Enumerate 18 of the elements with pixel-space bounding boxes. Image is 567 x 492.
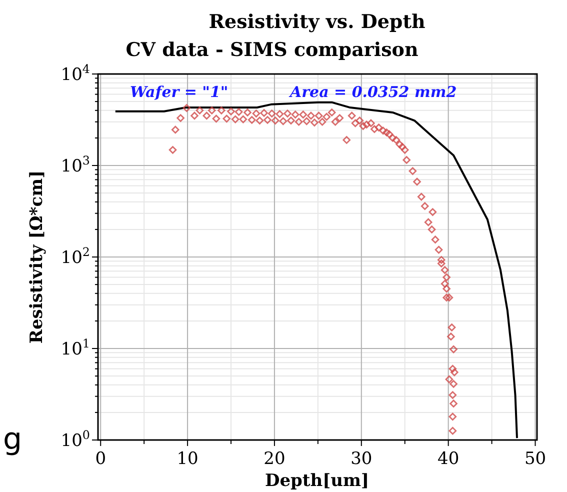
annotation: Wafer = "1": [130, 83, 228, 101]
chart-subtitle: CV data - SIMS comparison: [126, 39, 418, 61]
x-tick-label: 40: [438, 449, 460, 469]
x-tick-label: 0: [95, 449, 106, 469]
annotation: Area = 0.0352 mm2: [288, 83, 457, 101]
y-axis-title: Resistivity [Ω*cm]: [27, 170, 47, 344]
chart-title: Resistivity vs. Depth: [208, 11, 426, 33]
y-tick-label: 10$^{0}$: [60, 428, 90, 451]
y-tick-label: 10$^{3}$: [60, 154, 90, 176]
y-tick-label: 10$^{4}$: [60, 62, 90, 85]
x-tick-label: 50: [524, 449, 546, 469]
y-tick-label: 10$^{1}$: [60, 336, 90, 360]
y-tick-label: 10$^{2}$: [60, 245, 90, 268]
x-tick-label: 10: [176, 449, 198, 469]
x-axis-title: Depth[um]: [264, 471, 370, 491]
x-tick-label: 20: [264, 449, 286, 469]
text: g: [3, 422, 22, 457]
x-tick-label: 30: [350, 449, 372, 469]
